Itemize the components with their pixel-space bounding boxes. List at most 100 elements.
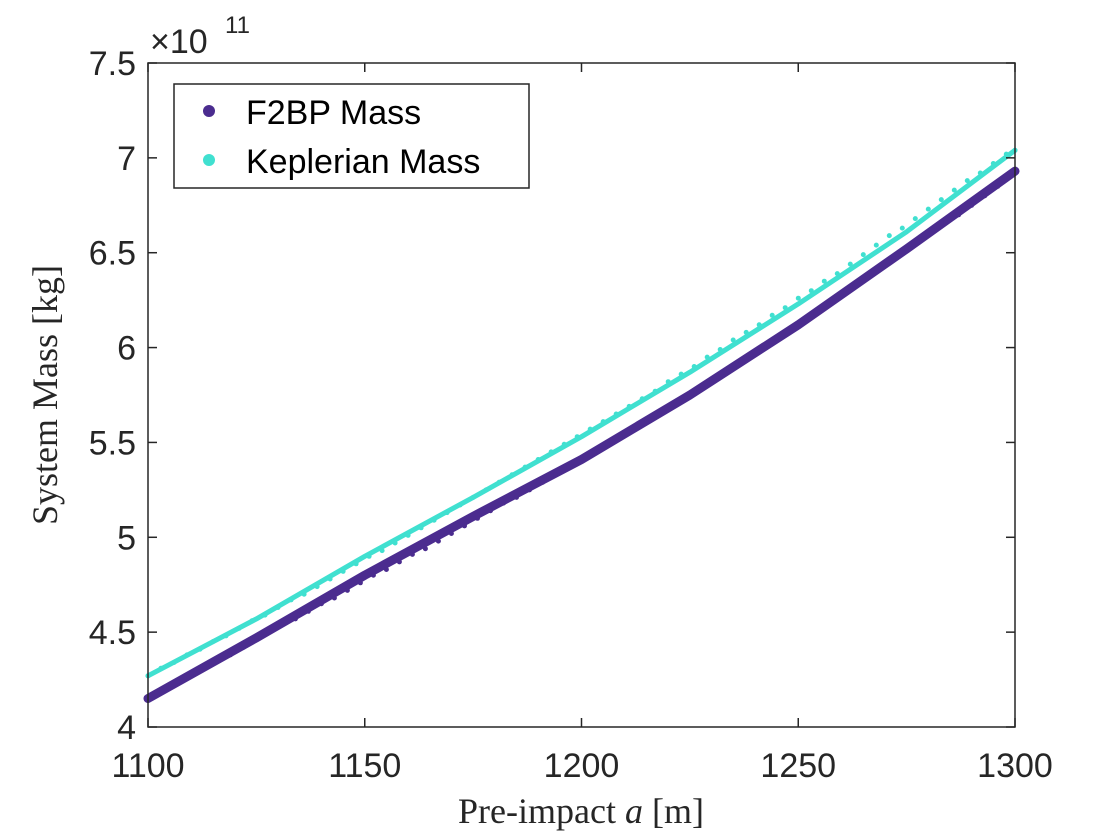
data-point [956,212,962,218]
data-point [769,312,775,318]
x-axis: 1100 1150 1200 1250 1300 [111,63,1053,785]
data-point [579,457,584,462]
data-point [462,523,467,529]
data-point [444,510,450,516]
data-point [743,329,749,335]
x-tick-label: 1300 [977,747,1053,785]
y-multiplier-exponent: 11 [225,12,250,39]
data-point [188,671,194,677]
data-point [951,187,957,193]
data-point [774,335,780,341]
data-point [899,225,905,231]
data-point [383,567,389,572]
data-point [795,295,801,301]
data-point [592,449,597,455]
data-point [435,538,441,544]
y-tick-label: 4.5 [89,614,136,652]
data-point [522,464,528,470]
x-tick-label: 1100 [111,747,184,785]
data-point [509,472,515,478]
data-point [756,322,762,328]
data-point [717,347,723,352]
data-point [483,487,489,493]
data-point [904,246,910,252]
data-point [683,394,688,400]
data-point [496,479,502,485]
data-point [826,301,832,307]
data-point [878,265,884,271]
data-point [223,633,229,639]
y-axis-multiplier: ×10 11 [150,12,250,61]
data-point [366,553,372,559]
y-tick-label: 4 [117,709,136,747]
data-point [574,434,580,440]
data-point [644,419,649,425]
data-point [279,622,285,628]
data-point [652,388,658,394]
data-point [548,449,554,455]
data-point [1008,170,1014,176]
data-point [305,608,311,614]
data-point [197,646,203,652]
data-point [839,293,845,299]
data-point [990,161,996,166]
data-point [357,580,363,586]
data-point [800,318,806,324]
data-point [448,531,454,536]
data-point [696,386,701,392]
series-keplerian [145,147,1018,679]
data-point [587,426,593,432]
data-point [691,364,697,369]
data-point [912,216,918,222]
data-point [344,587,350,593]
data-point [943,219,949,225]
y-tick-label: 6.5 [89,235,136,273]
y-tick-label: 5 [117,519,136,557]
data-point [665,379,671,385]
legend-marker-f2bp [203,105,215,117]
data-point [821,278,827,284]
data-point [860,252,866,258]
data-point [704,354,710,360]
data-point [327,576,333,582]
data-point [292,616,298,622]
data-point [396,559,402,565]
x-axis-label-variable: a [625,791,643,831]
data-point [409,551,415,557]
x-tick-label: 1250 [760,747,836,785]
data-point [982,193,988,199]
data-point [678,371,684,377]
data-point [748,352,754,358]
data-point [214,658,220,664]
y-tick-label: 7 [117,140,136,178]
data-point [262,612,268,618]
data-point [201,665,207,671]
data-point [782,305,788,311]
data-point [184,652,190,658]
x-tick-label: 1150 [328,747,401,785]
data-point [561,441,567,447]
data-point [930,227,936,233]
data-point [253,635,259,641]
data-point [501,500,506,506]
data-point [175,679,181,684]
data-point [639,396,645,402]
data-point [240,644,246,650]
series-f2bp [143,166,1020,703]
data-point [566,464,571,470]
data-point [808,288,814,294]
data-point [288,597,294,603]
data-point [709,379,715,385]
data-point [431,517,437,523]
data-point [249,618,255,624]
data-point [422,546,428,552]
data-point [657,411,662,417]
data-point [514,494,519,500]
data-point [865,274,871,280]
data-point [1003,151,1009,157]
y-multiplier-base: ×10 [150,23,208,61]
data-point [761,345,767,351]
y-tick-label: 6 [117,330,136,368]
data-point [834,271,840,277]
data-point [527,487,532,493]
